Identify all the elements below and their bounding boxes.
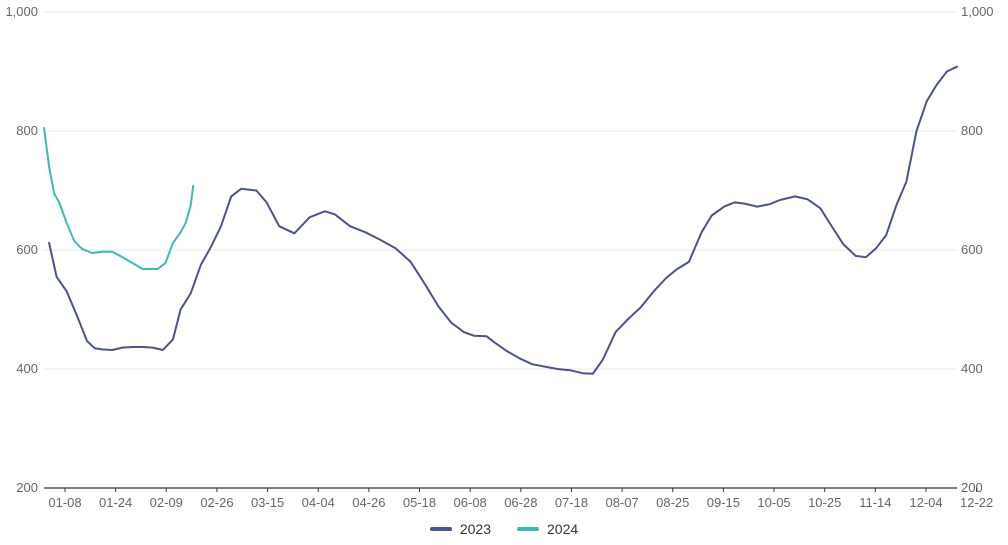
legend: 2023 2024 [0, 519, 1008, 539]
x-axis: 01-08 01-24 02-09 02-26 03-15 04-04 04-26 05-18… [44, 487, 993, 510]
x-tick-label: 06-28 [504, 495, 537, 510]
x-tick-label: 05-18 [403, 495, 436, 510]
y-right-tick-label: 600 [961, 242, 983, 257]
legend-label-2024: 2024 [547, 521, 579, 537]
x-tick-label: 06-08 [454, 495, 487, 510]
x-tick-label: 08-25 [656, 495, 689, 510]
series-line-2023 [48, 65, 958, 375]
y-axis-left: 200 400 600 800 1,000 [5, 4, 38, 495]
y-left-tick-label: 400 [16, 361, 38, 376]
legend-swatch-2024 [517, 527, 539, 531]
legend-item-2024[interactable]: 2024 [517, 521, 578, 537]
x-tick-label: 04-04 [302, 495, 335, 510]
y-right-tick-label: 800 [961, 123, 983, 138]
x-tick-label: 01-08 [48, 495, 81, 510]
y-left-tick-label: 200 [16, 480, 38, 495]
legend-label-2023: 2023 [459, 521, 491, 537]
x-tick-label: 07-18 [555, 495, 588, 510]
x-tick-label: 02-09 [150, 495, 183, 510]
x-tick-label: 10-25 [808, 495, 841, 510]
y-right-tick-label: 1,000 [961, 4, 994, 19]
y-left-tick-label: 600 [16, 242, 38, 257]
x-tick-label: 12-04 [909, 495, 942, 510]
x-tick-label: 01-24 [99, 495, 132, 510]
y-axis-right: 200 400 600 800 1,000 [961, 4, 994, 495]
x-tick-label: 10-05 [757, 495, 790, 510]
y-right-tick-label: 400 [961, 361, 983, 376]
y-right-tick-label: 200 [961, 480, 983, 495]
x-tick-label: 11-14 [859, 495, 891, 510]
series-line-2024 [43, 127, 195, 270]
legend-item-2023[interactable]: 2023 [429, 521, 491, 537]
x-tick-label: 02-26 [200, 495, 233, 510]
y-left-tick-label: 800 [16, 123, 38, 138]
x-tick-label: 04-26 [352, 495, 385, 510]
x-tick-label: 12-22 [960, 495, 993, 510]
legend-swatch-2023 [429, 527, 452, 531]
gridlines [44, 11, 957, 370]
x-tick-label: 08-07 [605, 495, 638, 510]
y-left-tick-label: 1,000 [5, 4, 38, 19]
x-tick-label: 09-15 [707, 495, 740, 510]
series-layer [43, 65, 958, 375]
x-tick-label: 03-15 [251, 495, 284, 510]
